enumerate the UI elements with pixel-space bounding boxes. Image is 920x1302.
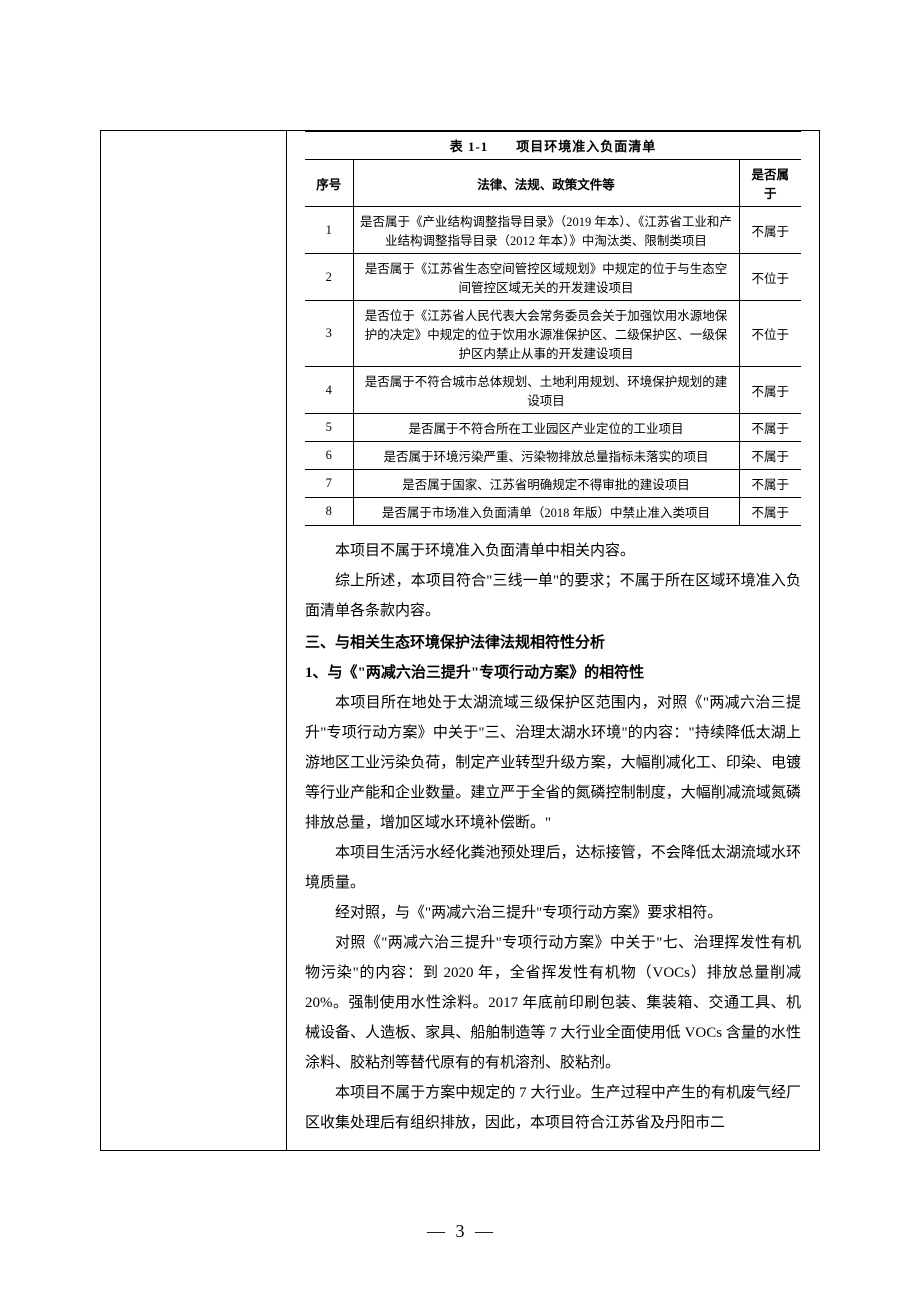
cell-result: 不属于 bbox=[739, 498, 801, 526]
cell-law: 是否属于《江苏省生态空间管控区域规划》中规定的位于与生态空间管控区域无关的开发建… bbox=[353, 254, 739, 301]
th-law: 法律、法规、政策文件等 bbox=[353, 160, 739, 207]
table-row: 4 是否属于不符合城市总体规划、土地利用规划、环境保护规划的建设项目 不属于 bbox=[305, 367, 801, 414]
cell-idx: 2 bbox=[305, 254, 353, 301]
paragraph: 本项目生活污水经化粪池预处理后，达标接管，不会降低太湖流域水环境质量。 bbox=[305, 838, 801, 898]
paragraph: 经对照，与《"两减六治三提升"专项行动方案》要求相符。 bbox=[305, 898, 801, 928]
table-header-row: 序号 法律、法规、政策文件等 是否属于 bbox=[305, 160, 801, 207]
cell-law: 是否属于国家、江苏省明确规定不得审批的建设项目 bbox=[353, 470, 739, 498]
cell-result: 不属于 bbox=[739, 414, 801, 442]
table-row: 6 是否属于环境污染严重、污染物排放总量指标未落实的项目 不属于 bbox=[305, 442, 801, 470]
cell-law: 是否属于不符合所在工业园区产业定位的工业项目 bbox=[353, 414, 739, 442]
paragraph: 综上所述，本项目符合"三线一单"的要求；不属于所在区域环境准入负面清单各条款内容… bbox=[305, 566, 801, 626]
th-index: 序号 bbox=[305, 160, 353, 207]
sub-heading: 1、与《"两减六治三提升"专项行动方案》的相符性 bbox=[305, 658, 801, 688]
table-row: 1 是否属于《产业结构调整指导目录》（2019 年本）、《江苏省工业和产业结构调… bbox=[305, 207, 801, 254]
cell-law: 是否属于不符合城市总体规划、土地利用规划、环境保护规划的建设项目 bbox=[353, 367, 739, 414]
paragraph: 对照《"两减六治三提升"专项行动方案》中关于"七、治理挥发性有机物污染"的内容：… bbox=[305, 928, 801, 1078]
dash-icon: — bbox=[469, 1221, 499, 1241]
document-page: 表 1-1 项目环境准入负面清单 序号 法律、法规、政策文件等 是否属于 1 是… bbox=[0, 0, 920, 1302]
table-row: 2 是否属于《江苏省生态空间管控区域规划》中规定的位于与生态空间管控区域无关的开… bbox=[305, 254, 801, 301]
section-heading: 三、与相关生态环境保护法律法规相符性分析 bbox=[305, 628, 801, 658]
cell-law: 是否属于市场准入负面清单（2018 年版）中禁止准入类项目 bbox=[353, 498, 739, 526]
cell-result: 不属于 bbox=[739, 470, 801, 498]
cell-law: 是否属于《产业结构调整指导目录》（2019 年本）、《江苏省工业和产业结构调整指… bbox=[353, 207, 739, 254]
cell-idx: 8 bbox=[305, 498, 353, 526]
table-row: 8 是否属于市场准入负面清单（2018 年版）中禁止准入类项目 不属于 bbox=[305, 498, 801, 526]
paragraph: 本项目不属于环境准入负面清单中相关内容。 bbox=[305, 536, 801, 566]
content-column: 表 1-1 项目环境准入负面清单 序号 法律、法规、政策文件等 是否属于 1 是… bbox=[286, 131, 819, 1150]
table-row: 3 是否位于《江苏省人民代表大会常务委员会关于加强饮用水源地保护的决定》中规定的… bbox=[305, 301, 801, 367]
table-row: 5 是否属于不符合所在工业园区产业定位的工业项目 不属于 bbox=[305, 414, 801, 442]
cell-result: 不属于 bbox=[739, 442, 801, 470]
cell-law: 是否属于环境污染严重、污染物排放总量指标未落实的项目 bbox=[353, 442, 739, 470]
body-text: 本项目不属于环境准入负面清单中相关内容。 综上所述，本项目符合"三线一单"的要求… bbox=[305, 536, 801, 1138]
cell-result: 不位于 bbox=[739, 254, 801, 301]
paragraph: 本项目不属于方案中规定的 7 大行业。生产过程中产生的有机废气经厂区收集处理后有… bbox=[305, 1078, 801, 1138]
page-number-value: 3 bbox=[456, 1221, 465, 1241]
cell-result: 不属于 bbox=[739, 367, 801, 414]
cell-idx: 6 bbox=[305, 442, 353, 470]
table-caption: 表 1-1 项目环境准入负面清单 bbox=[305, 131, 801, 159]
cell-idx: 7 bbox=[305, 470, 353, 498]
cell-result: 不属于 bbox=[739, 207, 801, 254]
table-row: 7 是否属于国家、江苏省明确规定不得审批的建设项目 不属于 bbox=[305, 470, 801, 498]
cell-idx: 5 bbox=[305, 414, 353, 442]
cell-law: 是否位于《江苏省人民代表大会常务委员会关于加强饮用水源地保护的决定》中规定的位于… bbox=[353, 301, 739, 367]
cell-idx: 4 bbox=[305, 367, 353, 414]
outer-frame: 表 1-1 项目环境准入负面清单 序号 法律、法规、政策文件等 是否属于 1 是… bbox=[100, 130, 820, 1151]
cell-idx: 3 bbox=[305, 301, 353, 367]
th-result: 是否属于 bbox=[739, 160, 801, 207]
cell-idx: 1 bbox=[305, 207, 353, 254]
dash-icon: — bbox=[421, 1221, 451, 1241]
page-number: — 3 — bbox=[0, 1221, 920, 1242]
paragraph: 本项目所在地处于太湖流域三级保护区范围内，对照《"两减六治三提升"专项行动方案》… bbox=[305, 688, 801, 838]
cell-result: 不位于 bbox=[739, 301, 801, 367]
negative-list-table: 表 1-1 项目环境准入负面清单 序号 法律、法规、政策文件等 是否属于 1 是… bbox=[305, 131, 801, 526]
